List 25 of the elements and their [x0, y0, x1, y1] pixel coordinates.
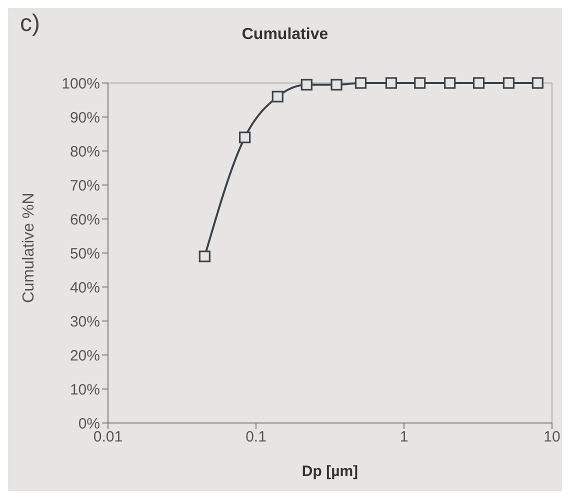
x-tick-label: 1 — [400, 428, 408, 446]
point — [502, 77, 515, 89]
text: c) — [20, 10, 40, 38]
point — [354, 77, 367, 89]
point — [385, 77, 398, 89]
y-axis-title: Cumulative %N — [20, 192, 38, 303]
y-tick-label: 90% — [70, 109, 100, 126]
chart-title: Cumulative — [242, 26, 328, 43]
y-tick-label: 40% — [70, 279, 100, 296]
point — [532, 77, 544, 89]
y-tick-label: 100% — [62, 75, 100, 92]
point — [444, 77, 456, 89]
point — [414, 77, 426, 89]
y-tick-label: 30% — [70, 313, 100, 330]
point — [472, 77, 485, 89]
x-axis-title: Dp [µm] — [302, 463, 358, 480]
y-tick-label: 20% — [70, 347, 100, 364]
point — [238, 132, 251, 144]
x-tick-label: 10 — [544, 428, 560, 446]
x-tick-label: 0.1 — [246, 428, 266, 446]
y-tick-label: 50% — [70, 245, 100, 262]
y-tick-label: 70% — [70, 177, 100, 194]
y-tick-label: 10% — [70, 381, 100, 398]
y-tick-label: 80% — [70, 143, 100, 160]
y-tick-label: 60% — [70, 211, 100, 228]
